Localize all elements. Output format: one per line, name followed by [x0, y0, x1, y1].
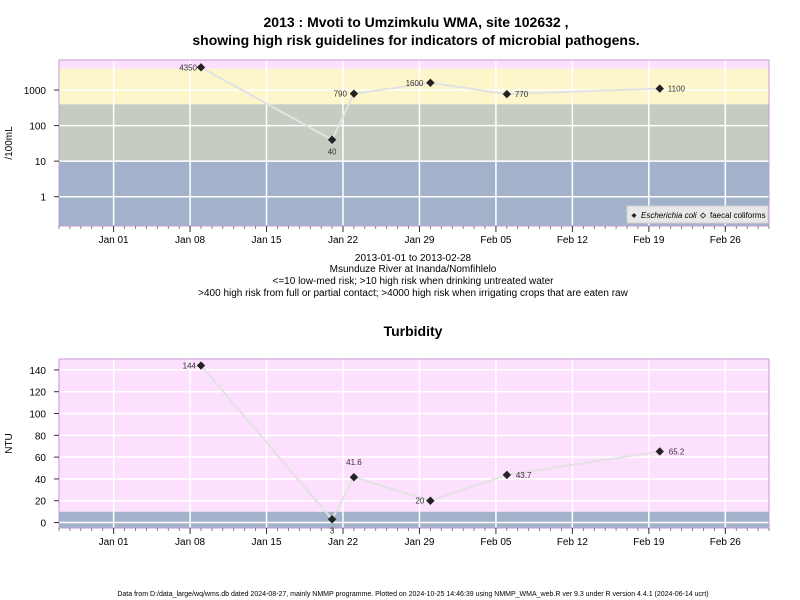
- turbidity-point-5: [655, 447, 664, 456]
- microbial-data-label-1: 40: [328, 148, 337, 157]
- microbial-y-tick-label-0: 1: [40, 193, 46, 204]
- caption-date-range: 2013-01-01 to 2013-02-28: [355, 253, 472, 264]
- microbial-plot-frame: [58, 59, 770, 227]
- turbidity-point-1: [327, 515, 337, 524]
- microbial-data-label-3: 1600: [406, 79, 424, 88]
- microbial-point-4: [502, 89, 512, 99]
- turbidity-data-label-5: 65.2: [669, 447, 685, 456]
- turbidity-title: Turbidity: [384, 323, 443, 339]
- microbial-x-tick-label-2: Jan 15: [252, 235, 282, 246]
- turbidity-y-tick-label-0: 0: [40, 519, 46, 530]
- turbidity-x-tick-label-0: Jan 01: [99, 537, 129, 548]
- turbidity-y-tick-label-2: 40: [35, 475, 47, 486]
- microbial-legend-box: [626, 205, 769, 224]
- microbial-legend-entry-1: faecal coliforms: [710, 211, 766, 220]
- microbial-legend-entry-0: Escherichia coli: [641, 211, 697, 220]
- turbidity-y-tick-label-3: 60: [35, 453, 47, 464]
- microbial-x-tick-label-5: Feb 05: [480, 235, 512, 246]
- microbial-chart: Jan 01 Jan 08 Jan 15 Jan 22 Jan 29 Feb 05 Feb …: [4, 59, 770, 246]
- microbial-risk-band-2: [59, 68, 769, 105]
- microbial-x-tick-label-1: Jan 08: [175, 235, 205, 246]
- microbial-point-5: [655, 84, 664, 93]
- microbial-risk-band-1: [59, 104, 769, 162]
- turbidity-x-tick-label-7: Feb 19: [633, 537, 665, 548]
- turbidity-data-label-1: 3: [330, 526, 335, 535]
- turbidity-point-3: [426, 496, 435, 505]
- turbidity-x-tick-label-6: Feb 12: [557, 537, 589, 548]
- turbidity-data-label-3: 20: [415, 497, 424, 506]
- turbidity-y-tick-label-5: 100: [29, 410, 46, 421]
- microbial-x-tick-label-3: Jan 22: [328, 235, 358, 246]
- turbidity-point-0: [196, 361, 206, 370]
- turbidity-y-tick-label-4: 80: [35, 431, 47, 442]
- microbial-data-label-2: 790: [334, 90, 348, 99]
- microbial-risk-band-3: [59, 60, 769, 69]
- microbial-data-label-5: 1100: [668, 85, 686, 94]
- microbial-y-axis-label: /100mL: [4, 126, 15, 160]
- caption-site-name: Msunduze River at Inanda/Nomfihlelo: [330, 264, 497, 275]
- turbidity-x-tick-label-8: Feb 26: [710, 537, 742, 548]
- microbial-point-2: [349, 89, 359, 98]
- microbial-y-tick-label-3: 1000: [24, 86, 47, 97]
- chart-title-line-2: showing high risk guidelines for indicat…: [192, 32, 639, 48]
- turbidity-risk-band-0: [59, 511, 769, 528]
- footer-note: Data from D:/data_large/wq/wms.db dated …: [117, 591, 708, 598]
- microbial-x-tick-label-8: Feb 26: [710, 235, 742, 246]
- microbial-point-3: [426, 78, 435, 87]
- microbial-y-tick-label-1: 10: [35, 157, 47, 168]
- turbidity-y-tick-label-1: 20: [35, 497, 47, 508]
- microbial-point-1: [327, 135, 337, 144]
- turbidity-x-tick-label-2: Jan 15: [252, 537, 282, 548]
- turbidity-data-label-2: 41.6: [346, 458, 362, 467]
- turbidity-point-2: [349, 472, 359, 482]
- microbial-y-tick-label-2: 100: [29, 122, 46, 133]
- turbidity-point-4: [502, 470, 512, 480]
- turbidity-plot-frame: [58, 358, 770, 529]
- microbial-x-tick-label-6: Feb 12: [557, 235, 589, 246]
- microbial-x-tick-label-7: Feb 19: [633, 235, 665, 246]
- caption-contact-risk: >400 high risk from full or partial cont…: [198, 288, 628, 299]
- microbial-point-0: [196, 63, 206, 72]
- microbial-legend-marker-1: [699, 212, 707, 219]
- chart-title-line-1: 2013 : Mvoti to Umzimkulu WMA, site 1026…: [264, 14, 569, 30]
- microbial-data-label-4: 770: [515, 90, 529, 99]
- turbidity-y-tick-label-6: 120: [29, 388, 46, 399]
- microbial-x-tick-label-0: Jan 01: [99, 235, 129, 246]
- turbidity-x-tick-label-1: Jan 08: [175, 537, 205, 548]
- turbidity-chart: Jan 01 Jan 08 Jan 15 Jan 22 Jan 29 Feb 05 Feb …: [4, 358, 770, 548]
- turbidity-y-tick-label-7: 140: [29, 366, 46, 377]
- turbidity-x-tick-label-5: Feb 05: [480, 537, 512, 548]
- turbidity-x-tick-label-4: Jan 29: [404, 537, 434, 548]
- turbidity-y-axis-label: NTU: [4, 433, 15, 454]
- microbial-legend-marker-0: [631, 213, 637, 218]
- microbial-data-label-0: 4350: [179, 63, 197, 72]
- turbidity-series-line-0: [200, 364, 660, 522]
- microbial-series-line-0: [200, 66, 660, 142]
- turbidity-x-tick-label-3: Jan 22: [328, 537, 358, 548]
- microbial-x-tick-label-4: Jan 29: [404, 235, 434, 246]
- turbidity-data-label-0: 144: [183, 362, 197, 371]
- caption-drinking-risk: <=10 low-med risk; >10 high risk when dr…: [273, 276, 555, 287]
- turbidity-data-label-4: 43.7: [516, 471, 532, 480]
